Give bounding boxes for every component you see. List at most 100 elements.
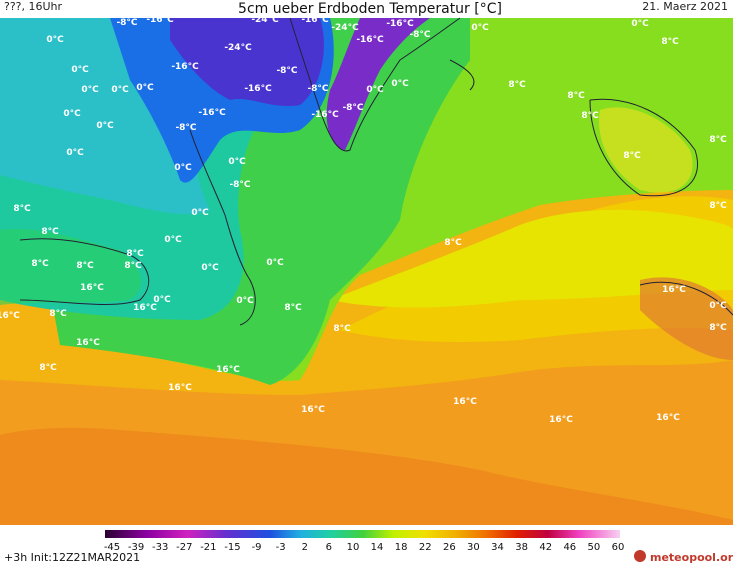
contour-label: 16°C bbox=[301, 405, 325, 415]
contour-labels: -8°C -16°C -24°C -16°C-24°C -16°C-8°C0°C 0°C0… bbox=[0, 15, 727, 425]
colorbar bbox=[105, 530, 620, 538]
contour-label: 8°C bbox=[284, 303, 302, 313]
colorbar-ticks: -45 -39 -33 -27 -21 -15 -9 -3 2 6 10 14 18 22 26 30 34 38… bbox=[104, 542, 625, 553]
colorbar-tick-label: 26 bbox=[443, 542, 456, 553]
contour-label: 16°C bbox=[549, 415, 573, 425]
colorbar-tick-label: -15 bbox=[224, 542, 240, 553]
contour-label: 0°C bbox=[71, 65, 89, 75]
contour-label: -24°C bbox=[251, 15, 279, 25]
contour-label: 8°C bbox=[661, 37, 679, 47]
contour-label: 16°C bbox=[168, 383, 192, 393]
contour-label: 8°C bbox=[444, 238, 462, 248]
contour-label: 8°C bbox=[13, 204, 31, 214]
contour-label: 8°C bbox=[709, 201, 727, 211]
contour-label: 8°C bbox=[124, 261, 142, 271]
contour-label: 0°C bbox=[81, 85, 99, 95]
contour-label: 8°C bbox=[709, 323, 727, 333]
contour-label: 16°C bbox=[662, 285, 686, 295]
contour-label: 0°C bbox=[153, 295, 171, 305]
contour-label: -16°C bbox=[386, 19, 414, 29]
contour-label: 16°C bbox=[216, 365, 240, 375]
contour-label: 0°C bbox=[391, 79, 409, 89]
colorbar-tick-label: 42 bbox=[539, 542, 552, 553]
colorbar-tick-label: 46 bbox=[563, 542, 576, 553]
contour-label: -8°C bbox=[276, 66, 297, 76]
contour-label: 0°C bbox=[266, 258, 284, 268]
colorbar-tick-label: -3 bbox=[276, 542, 286, 553]
contour-label: -16°C bbox=[301, 15, 329, 25]
colorbar-tick-label: 34 bbox=[491, 542, 504, 553]
colorbar-tick-label: 18 bbox=[395, 542, 408, 553]
contour-label: 0°C bbox=[96, 121, 114, 131]
contour-label: -16°C bbox=[244, 84, 272, 94]
contour-label: -8°C bbox=[342, 103, 363, 113]
colorbar-tick-label: 14 bbox=[371, 542, 384, 553]
logo[interactable]: meteopool.org bbox=[650, 551, 733, 564]
colorbar-tick-label: 38 bbox=[515, 542, 528, 553]
contour-label: 8°C bbox=[76, 261, 94, 271]
contour-label: 8°C bbox=[567, 91, 585, 101]
contour-label: 0°C bbox=[63, 109, 81, 119]
contour-label: 16°C bbox=[80, 283, 104, 293]
logo-icon bbox=[634, 550, 646, 562]
contour-label: -8°C bbox=[175, 123, 196, 133]
contour-label: 8°C bbox=[333, 324, 351, 334]
contour-label: 8°C bbox=[41, 227, 59, 237]
colorbar-tick-label: -27 bbox=[176, 542, 192, 553]
contour-label: 0°C bbox=[111, 85, 129, 95]
contour-label: 8°C bbox=[31, 259, 49, 269]
colorbar-tick-label: 2 bbox=[302, 542, 308, 553]
contour-label: -16°C bbox=[198, 108, 226, 118]
colorbar-tick-label: 30 bbox=[467, 542, 480, 553]
contour-label: 16°C bbox=[0, 311, 20, 321]
colorbar-tick-label: 50 bbox=[588, 542, 601, 553]
contour-label: 16°C bbox=[133, 303, 157, 313]
colorbar-tick-label: -45 bbox=[104, 542, 120, 553]
contour-label: -16°C bbox=[171, 62, 199, 72]
contour-label: 16°C bbox=[453, 397, 477, 407]
map-title: 5cm ueber Erdboden Temperatur [°C] bbox=[238, 1, 502, 17]
contour-label: 8°C bbox=[39, 363, 57, 373]
contour-label: 8°C bbox=[581, 111, 599, 121]
header-left: ???, 16Uhr bbox=[4, 0, 63, 13]
contour-label: 8°C bbox=[49, 309, 67, 319]
contour-label: -16°C bbox=[311, 110, 339, 120]
colorbar-tick-label: 10 bbox=[347, 542, 360, 553]
contour-label: 0°C bbox=[631, 19, 649, 29]
contour-label: 0°C bbox=[46, 35, 64, 45]
contour-label: -8°C bbox=[409, 30, 430, 40]
colorbar-tick-label: 60 bbox=[612, 542, 625, 553]
contour-label: 16°C bbox=[656, 413, 680, 423]
contour-label: 0°C bbox=[66, 148, 84, 158]
contour-label: -24°C bbox=[331, 23, 359, 33]
header-right: 21. Maerz 2021 bbox=[642, 0, 728, 13]
contour-label: -8°C bbox=[307, 84, 328, 94]
contour-label: 16°C bbox=[76, 338, 100, 348]
contour-label: 8°C bbox=[126, 249, 144, 259]
coastlines bbox=[19, 17, 733, 326]
contour-label: 0°C bbox=[709, 301, 727, 311]
contour-label: 8°C bbox=[623, 151, 641, 161]
colorbar-tick-label: -39 bbox=[128, 542, 144, 553]
contour-label: -16°C bbox=[356, 35, 384, 45]
contour-label: 0°C bbox=[228, 157, 246, 167]
contour-label: 0°C bbox=[164, 235, 182, 245]
run-info: +3h Init:12Z21MAR2021 bbox=[4, 551, 140, 564]
contour-label: 0°C bbox=[366, 85, 384, 95]
contour-label: -8°C bbox=[229, 180, 250, 190]
contour-label: -8°C bbox=[116, 18, 137, 28]
map-field bbox=[0, 18, 733, 525]
contour-label: 8°C bbox=[508, 80, 526, 90]
contour-label: -16°C bbox=[146, 15, 174, 25]
colorbar-tick-label: -21 bbox=[200, 542, 216, 553]
contour-label: 0°C bbox=[191, 208, 209, 218]
contour-label: 0°C bbox=[471, 23, 489, 33]
contour-label: -24°C bbox=[224, 43, 252, 53]
contour-label: 0°C bbox=[136, 83, 154, 93]
colorbar-tick-label: -33 bbox=[152, 542, 168, 553]
colorbar-tick-label: 22 bbox=[419, 542, 432, 553]
colorbar-tick-label: -9 bbox=[252, 542, 262, 553]
contour-label: 0°C bbox=[201, 263, 219, 273]
